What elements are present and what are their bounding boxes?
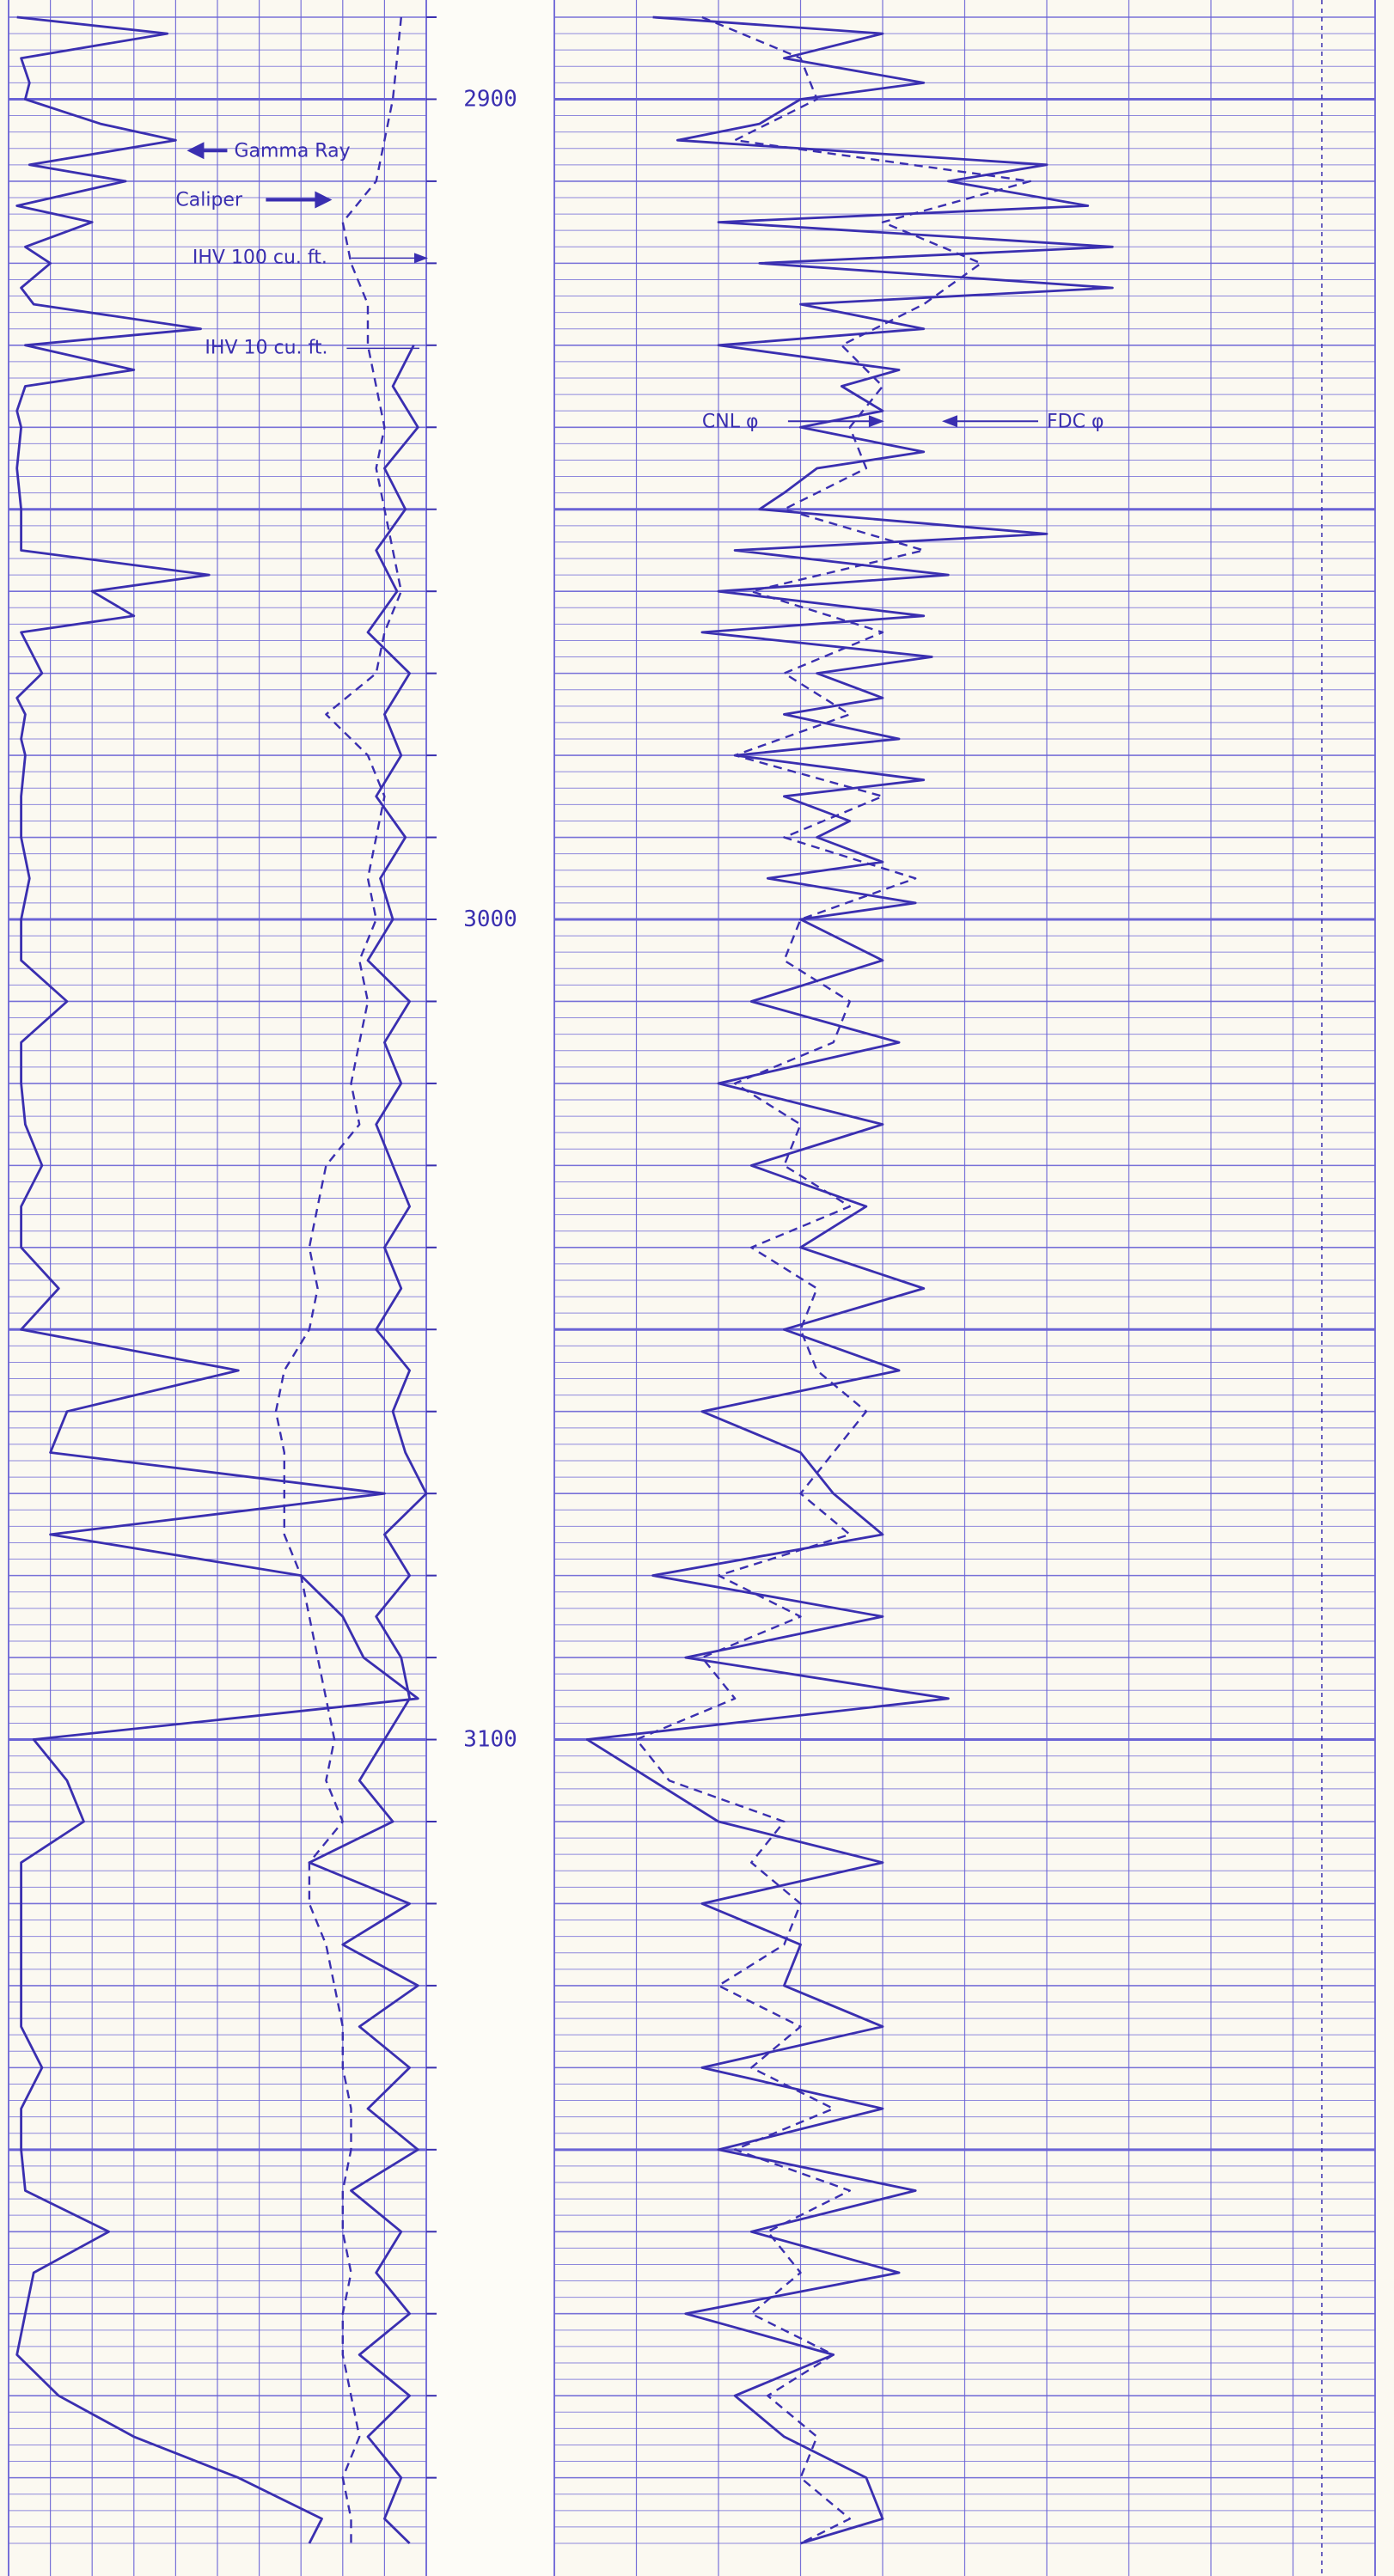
depth-column [426,0,554,2576]
fdc-arrowhead [942,415,957,428]
series-fdc-line [585,15,1114,2545]
log-annotations: Gamma Ray Caliper IHV 100 cu. ft. IHV 10 cu… [175,140,1104,432]
caliper-arrowhead [315,191,333,209]
series-ihv-line [308,345,428,2545]
ihv-100-arrowhead [414,253,428,264]
depth-label-2900: 2900 [463,86,517,112]
depth-label-3000: 3000 [463,906,517,932]
annotation-fdc: FDC φ [1047,411,1104,432]
annotation-ihv-10-cu-ft: IHV 10 cu. ft. [205,337,327,358]
series-gamma-ray-line [15,15,419,2544]
log-curves [15,15,1114,2545]
depth-labels: 2900 3000 3100 [463,86,517,1752]
log-grid [8,0,1376,2576]
cnl-arrowhead [868,415,884,428]
series-caliper-line [274,16,402,2543]
annotation-caliper: Caliper [175,190,243,211]
gamma-ray-arrowhead [186,142,205,160]
annotation-ihv-100-cu-ft: IHV 100 cu. ft. [193,247,327,268]
series-cnl-line [635,15,1032,2545]
annotation-gamma-ray: Gamma Ray [234,140,350,162]
annotation-cnl: CNL φ [702,411,759,432]
depth-label-3100: 3100 [463,1727,517,1753]
